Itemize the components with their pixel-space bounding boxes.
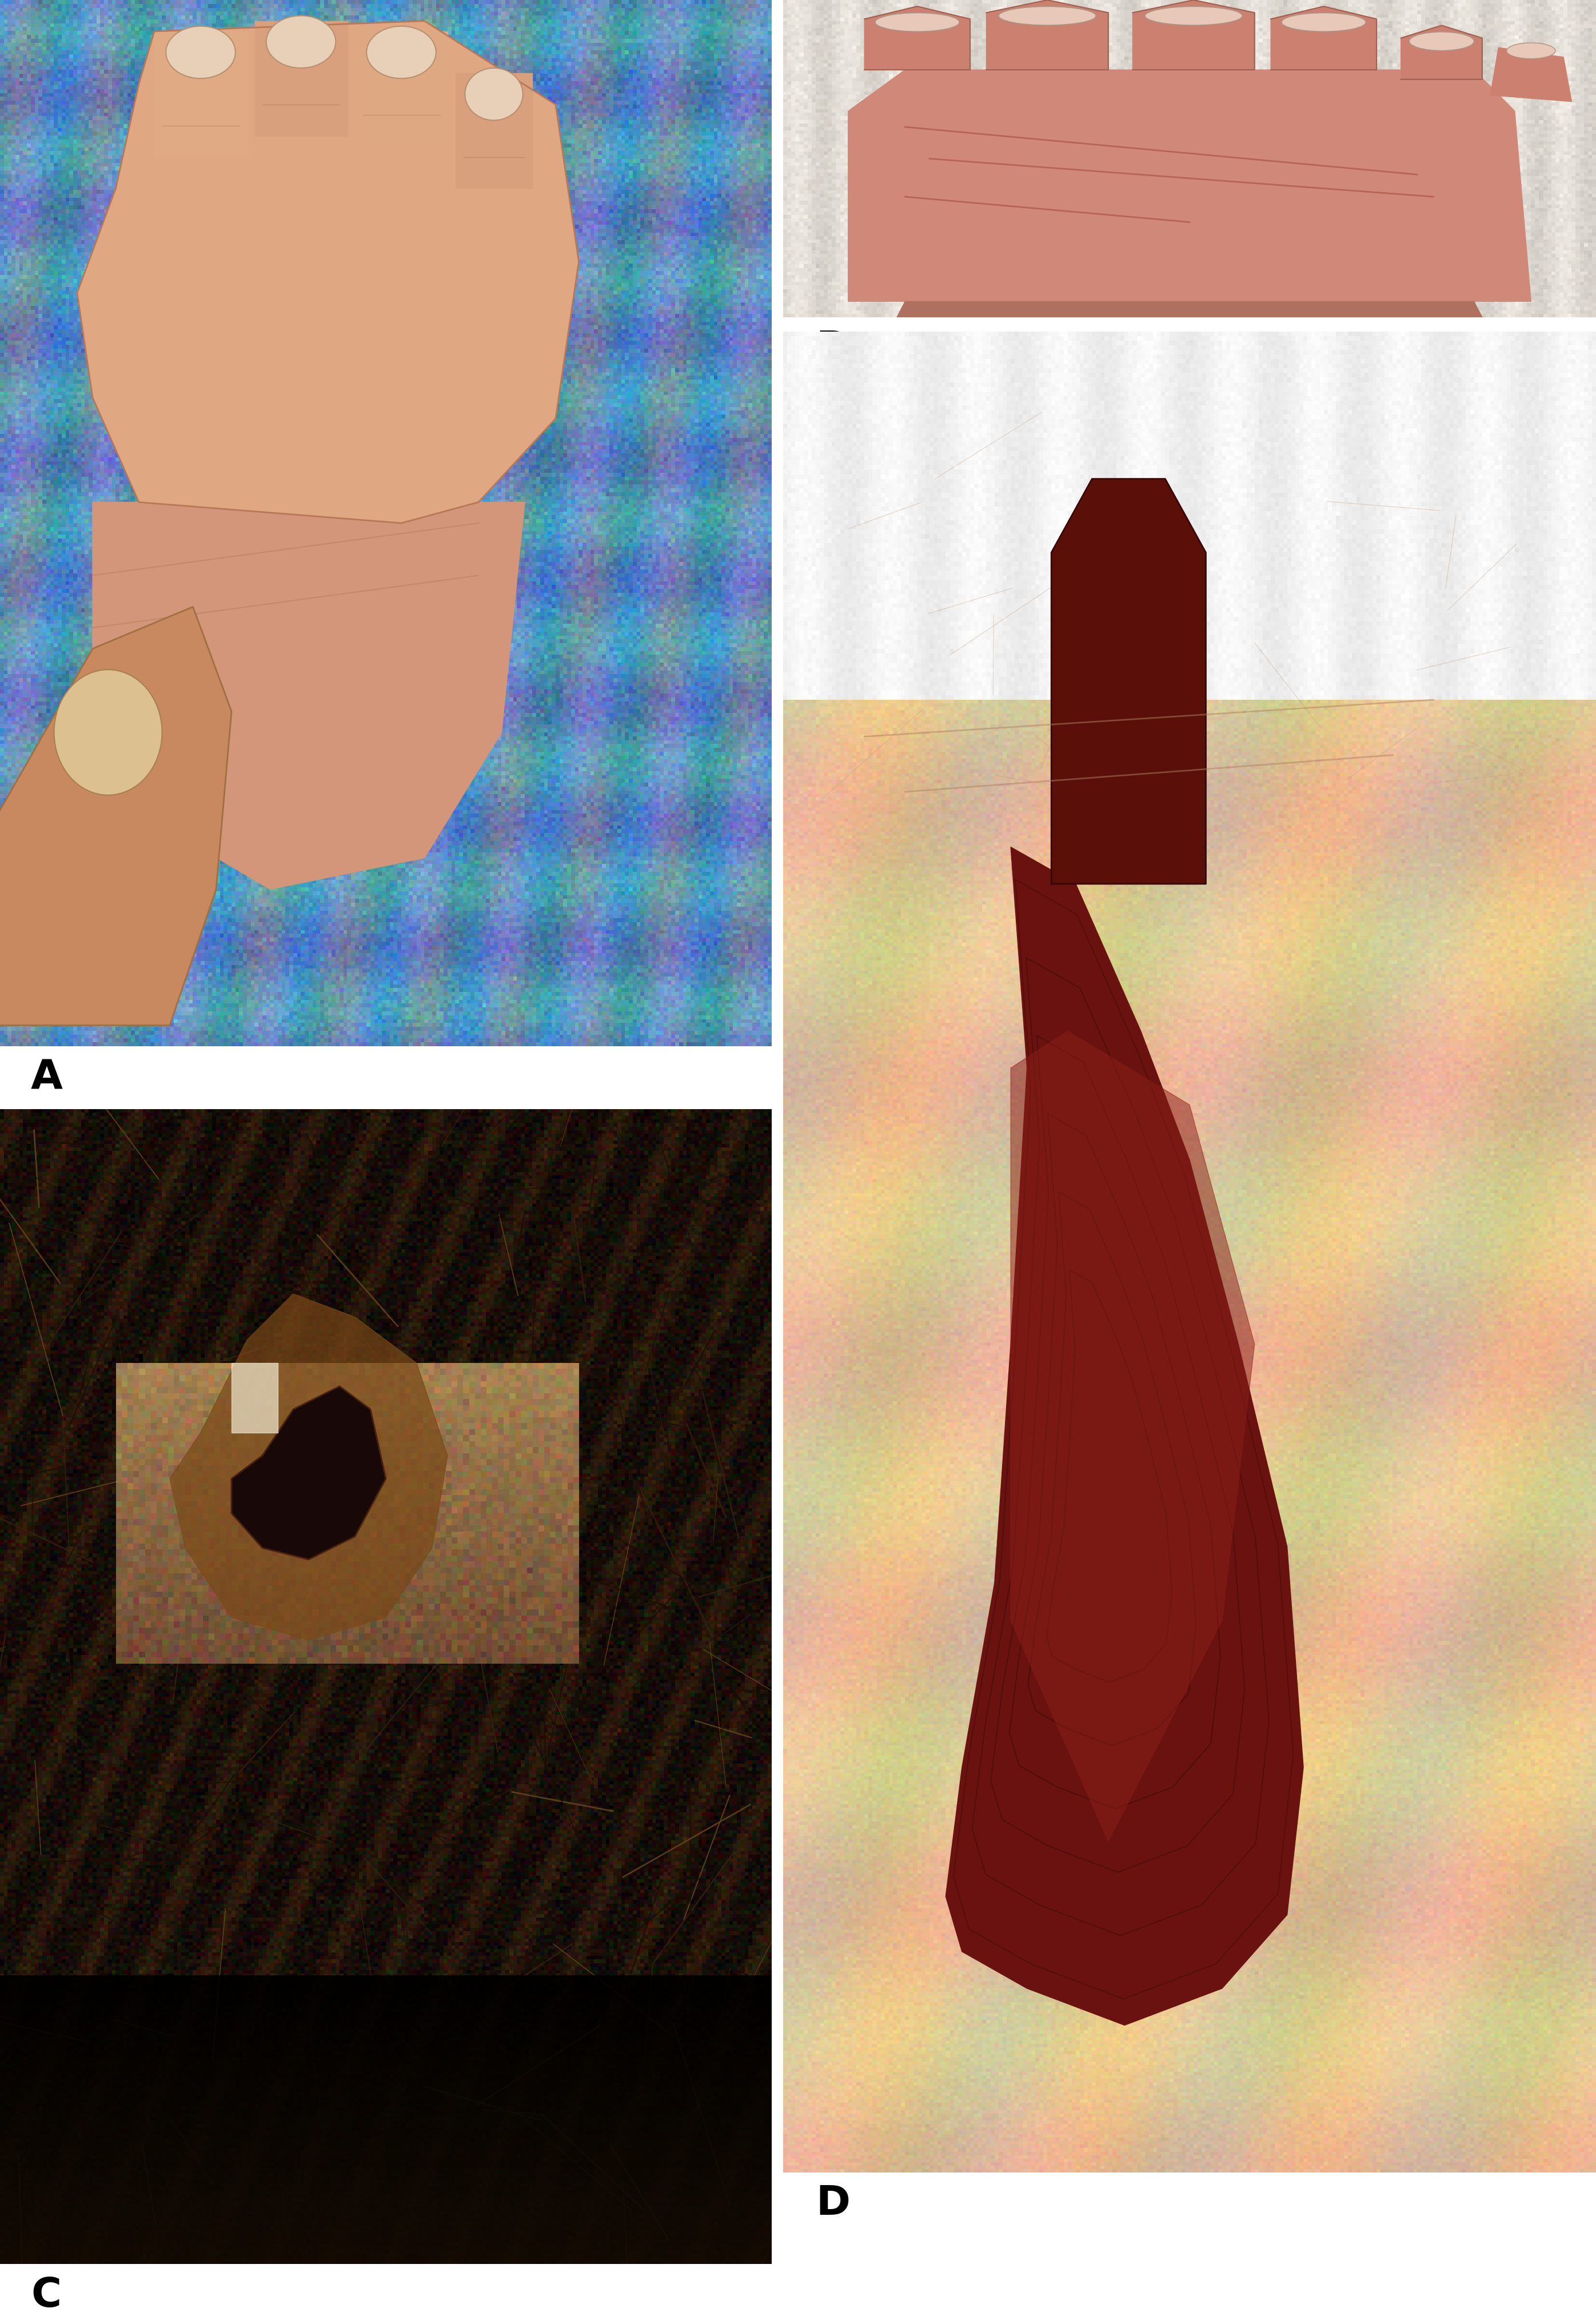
Polygon shape [231,1387,386,1559]
Polygon shape [354,32,447,146]
Polygon shape [865,7,970,70]
Polygon shape [255,21,348,137]
Text: C: C [30,2276,61,2315]
Ellipse shape [54,670,163,796]
Ellipse shape [1409,32,1475,51]
Text: D: D [816,2183,851,2223]
Polygon shape [77,21,579,522]
Ellipse shape [1282,12,1366,32]
Polygon shape [169,1295,447,1640]
Text: B: B [816,329,847,369]
Polygon shape [231,1364,278,1431]
Text: A: A [30,1058,62,1097]
Ellipse shape [166,26,235,79]
Ellipse shape [999,7,1096,26]
Polygon shape [881,302,1499,364]
Ellipse shape [464,67,523,121]
Ellipse shape [367,26,436,79]
Polygon shape [1401,26,1483,79]
Polygon shape [1270,7,1376,70]
Ellipse shape [1144,7,1242,26]
Ellipse shape [1507,42,1556,58]
Ellipse shape [875,12,959,32]
Polygon shape [847,70,1531,302]
Polygon shape [0,608,231,1025]
Polygon shape [1491,49,1572,102]
Polygon shape [1052,478,1207,884]
Polygon shape [986,0,1108,70]
Polygon shape [946,847,1304,2025]
Polygon shape [455,74,533,188]
Polygon shape [1133,0,1254,70]
Polygon shape [155,32,247,158]
Ellipse shape [267,16,335,67]
Polygon shape [1010,1030,1254,1842]
Polygon shape [93,501,525,889]
